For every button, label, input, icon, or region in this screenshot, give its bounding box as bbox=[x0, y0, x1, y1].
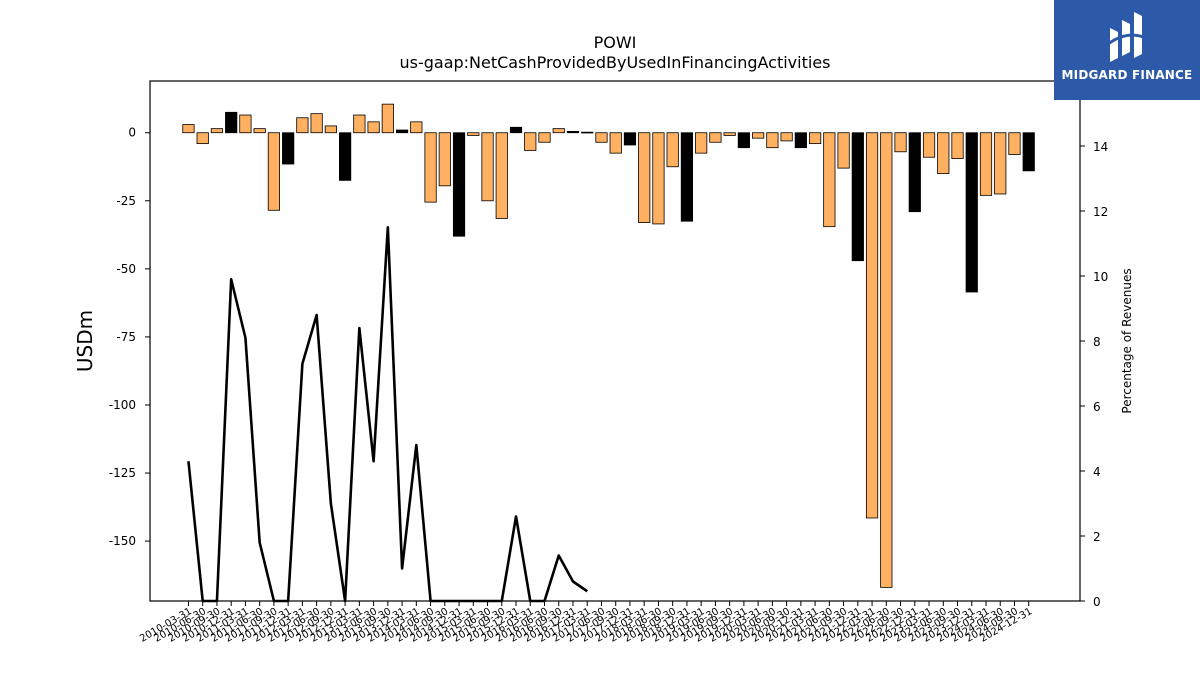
bar-2021-03-31 bbox=[809, 132, 822, 145]
bar-2015-03-31 bbox=[467, 132, 480, 136]
bar-2022-06-30 bbox=[880, 132, 893, 588]
y-tick-label: -50 bbox=[116, 262, 136, 276]
bar-2024-03-31 bbox=[979, 132, 993, 196]
bar-2024-06-30 bbox=[994, 132, 1007, 195]
bar-2022-03-31 bbox=[865, 132, 879, 519]
bars-layer bbox=[182, 103, 1035, 588]
bar-2023-03-31 bbox=[922, 132, 936, 158]
y-tick-label: -75 bbox=[116, 330, 136, 344]
bar-2013-09-30 bbox=[381, 103, 394, 134]
brand-logo-box: MIDGARD FINANCE bbox=[1054, 0, 1200, 100]
y2-tick-label: 8 bbox=[1093, 335, 1101, 349]
y-tick-label: -100 bbox=[109, 398, 136, 412]
y-axis-label: USDm bbox=[73, 310, 97, 372]
bar-2016-03-31 bbox=[524, 132, 537, 151]
bar-2021-06-30 bbox=[823, 132, 836, 228]
bar-2024-09-30 bbox=[1008, 132, 1021, 155]
bar-2013-06-30 bbox=[367, 121, 380, 134]
bar-2015-06-30 bbox=[481, 132, 494, 202]
bar-2011-03-31 bbox=[239, 114, 252, 134]
bar-2017-12-31 bbox=[623, 132, 637, 146]
bar-2019-09-30 bbox=[723, 132, 736, 136]
bar-2018-03-31 bbox=[638, 132, 651, 223]
bar-2012-12-31 bbox=[339, 132, 352, 181]
bar-2020-09-30 bbox=[780, 132, 793, 142]
bar-2020-03-31 bbox=[752, 132, 765, 139]
bar-2010-06-30 bbox=[196, 132, 209, 145]
bar-2015-09-30 bbox=[495, 132, 508, 219]
bar-2014-03-31 bbox=[410, 121, 423, 134]
y2-axis-label: Percentage of Revenues bbox=[1120, 268, 1134, 413]
y2-tick-label: 0 bbox=[1093, 595, 1101, 609]
y-axis-ticks: 0 -25 -50 -75 -100 -125 -150 bbox=[109, 126, 150, 548]
bar-2017-03-31 bbox=[581, 131, 594, 134]
y-tick-label: 0 bbox=[128, 126, 136, 140]
bar-2020-12-31 bbox=[794, 132, 807, 149]
bar-2018-06-30 bbox=[652, 132, 665, 225]
y-tick-label: -125 bbox=[109, 466, 136, 480]
bar-2016-09-30 bbox=[552, 128, 565, 134]
bar-2019-06-30 bbox=[709, 132, 722, 143]
bar-2019-12-31 bbox=[737, 132, 750, 149]
bar-2017-06-30 bbox=[595, 132, 608, 143]
bar-2020-06-30 bbox=[766, 132, 779, 149]
bar-2022-12-31 bbox=[908, 132, 921, 213]
bar-2010-12-31 bbox=[225, 111, 238, 134]
bar-2012-03-31 bbox=[296, 117, 309, 134]
bar-2013-12-31 bbox=[395, 129, 409, 134]
percentage-line bbox=[187, 225, 588, 603]
chart-subtitle: us-gaap:NetCashProvidedByUsedInFinancing… bbox=[399, 53, 830, 72]
bar-2023-12-31 bbox=[965, 132, 978, 293]
bar-2022-09-30 bbox=[894, 132, 907, 153]
bar-2011-09-30 bbox=[267, 132, 280, 211]
bar-2021-09-30 bbox=[837, 132, 850, 169]
bar-2010-03-31 bbox=[182, 124, 195, 134]
bar-2010-09-30 bbox=[210, 128, 224, 134]
bar-2021-12-31 bbox=[851, 132, 864, 262]
bar-2011-12-31 bbox=[282, 132, 295, 165]
bar-2012-06-30 bbox=[310, 113, 323, 134]
bar-2011-06-30 bbox=[253, 128, 266, 134]
y2-axis-ticks: 0246810121416 bbox=[1080, 75, 1108, 609]
y2-tick-label: 12 bbox=[1093, 205, 1108, 219]
y2-tick-label: 2 bbox=[1093, 530, 1101, 544]
bar-2018-09-30 bbox=[666, 132, 679, 168]
y2-tick-label: 6 bbox=[1093, 400, 1101, 414]
bar-2018-12-31 bbox=[680, 132, 694, 222]
bar-2024-12-31 bbox=[1022, 132, 1035, 172]
bar-2023-06-30 bbox=[937, 132, 950, 174]
bar-2017-09-30 bbox=[609, 132, 622, 154]
y2-tick-label: 4 bbox=[1093, 465, 1101, 479]
logo-mark-icon bbox=[1107, 12, 1147, 62]
bar-2014-12-31 bbox=[452, 132, 466, 237]
line-layer bbox=[187, 225, 588, 603]
chart-title: POWI bbox=[594, 33, 637, 52]
bar-2019-03-31 bbox=[695, 132, 708, 154]
x-axis-ticks: 2010-03-312010-06-302010-09-302010-12-31… bbox=[138, 601, 1034, 645]
bar-2014-09-30 bbox=[438, 132, 451, 187]
bar-2016-06-30 bbox=[538, 132, 551, 143]
y-tick-label: -25 bbox=[116, 194, 136, 208]
y2-tick-label: 14 bbox=[1093, 140, 1108, 154]
brand-name: MIDGARD FINANCE bbox=[1061, 68, 1193, 82]
bar-2013-03-31 bbox=[353, 114, 366, 134]
bar-2016-12-31 bbox=[566, 130, 580, 134]
bar-2015-12-31 bbox=[509, 126, 523, 134]
bar-2023-09-30 bbox=[951, 132, 964, 159]
bar-2012-09-30 bbox=[324, 125, 337, 134]
y2-tick-label: 10 bbox=[1093, 270, 1108, 284]
y-tick-label: -150 bbox=[109, 534, 136, 548]
bar-2014-06-30 bbox=[424, 132, 437, 203]
